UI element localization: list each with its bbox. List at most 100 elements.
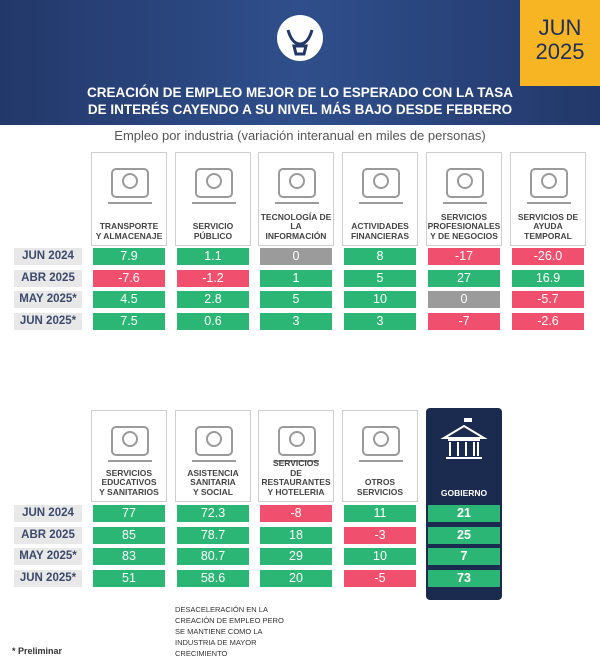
value-cell: 58.6 [177,569,249,587]
row-label: JUN 2024 [14,505,82,522]
title-line: DE INTERÉS CAYENDO A SU NIVEL MÁS BAJO D… [87,102,513,117]
industry-label: SERVICIOS DE RESTAURANTES Y HOTELERIA [259,458,333,497]
value-cell: 77 [93,505,165,522]
icon [275,168,319,204]
badge-month: JUN [538,15,582,40]
label-line: ASISTENCIA [187,467,239,478]
industry-card: ASISTENCIA SANITARIA Y SOCIAL [175,410,251,502]
row-label: MAY 2025* [14,291,82,308]
value-cell: 10 [344,548,416,565]
icon [359,168,403,204]
value-cell: 78.7 [177,526,249,544]
industry-label: ASISTENCIA SANITARIA Y SOCIAL [176,467,250,498]
value-cell: -26.0 [512,248,584,265]
value-cell: 72.3 [177,505,249,522]
label-line: PÚBLICO [193,230,233,241]
icon [192,426,236,462]
label-line: Y SANITARIOS [99,486,159,497]
label-line: AYUDA TEMPORAL [524,221,572,241]
value-cell: 10 [344,291,416,308]
value-cell: -5.7 [512,291,584,308]
icon [527,168,571,204]
value-cell: 4.5 [93,291,165,308]
icon [359,426,403,462]
note-line: SE MANTIENE COMO LA [175,627,263,636]
label-line: FINANCIERAS [350,230,410,241]
icon [443,168,487,204]
value-cell: 0 [428,291,500,308]
value-cell: -7 [428,312,500,330]
value-cell: 18 [260,526,332,544]
industry-card: TRANSPORTE Y ALMACENAJE [91,152,167,246]
header [0,0,600,125]
value-cell: 80.7 [177,548,249,565]
value-cell: -3 [344,526,416,544]
value-cell: -8 [260,505,332,522]
icon [108,426,152,462]
value-cell: 83 [93,548,165,565]
badge-year: 2025 [535,39,585,64]
value-cell: 51 [93,569,165,587]
row-label: MAY 2025* [14,548,82,565]
label-line: Y ALMACENAJE [95,230,163,241]
row-label: JUN 2025* [14,312,82,330]
row-label: ABR 2025 [14,269,82,287]
value-cell: -7.6 [93,269,165,287]
label-line: PROFESIONALES [427,221,501,231]
label-line: GOBIERNO [440,487,488,498]
value-cell: 2.8 [177,291,249,308]
value-cell: -5 [344,569,416,587]
value-cell: 29 [260,548,332,565]
value-cell: 0 [260,248,332,265]
label-line: OTROS [364,477,396,487]
value-cell: 8 [344,248,416,265]
label-line: Y HOTELERIA [267,486,325,497]
value-cell: 21 [428,505,500,522]
note-line: CREACIÓN DE EMPLEO PERO [175,616,284,625]
value-cell: 7.5 [93,312,165,330]
date-badge: JUN 2025 [520,0,600,86]
label-line: EDUCATIVOS [101,477,157,487]
industry-card: SERVICIOS DE RESTAURANTES Y HOTELERIA [258,410,334,502]
value-cell: 7 [428,548,500,565]
icon [108,168,152,204]
value-cell: -1.2 [177,269,249,287]
value-cell: -17 [428,248,500,265]
label-line: SERVICIOS [440,211,488,222]
row-label: ABR 2025 [14,526,82,544]
row-label: JUN 2024 [14,248,82,265]
label-line: LA INFORMACIÓN [265,221,327,241]
value-cell: 25 [428,526,500,544]
label-line: SANITARIA [190,477,236,487]
footnote: * Preliminar [12,646,63,656]
industry-label: OTROS SERVICIOS [343,477,417,497]
label-line: ACTIVIDADES [351,221,409,231]
value-cell: 0.6 [177,312,249,330]
label-line: DE RESTAURANTES [261,467,331,487]
value-cell: 3 [344,312,416,330]
label-line: SERVICIOS DE [517,211,579,222]
value-cell: -2.6 [512,312,584,330]
value-cell: 11 [344,505,416,522]
industry-label: TRANSPORTE Y ALMACENAJE [92,221,166,241]
value-cell: 7.9 [93,248,165,265]
industry-label: SERVICIOS DE AYUDA TEMPORAL [511,211,585,242]
value-cell: 27 [428,269,500,287]
subtitle: Empleo por industria (variación interanu… [114,128,486,143]
industry-label: GOBIERNO [426,487,502,499]
logo [277,15,323,61]
value-cell: 20 [260,569,332,587]
value-cell: 3 [260,312,332,330]
value-cell: 73 [428,569,500,587]
industry-card: SERVICIOS EDUCATIVOS Y SANITARIOS [91,410,167,502]
industry-label: ACTIVIDADES FINANCIERAS [343,221,417,241]
industry-card: TECNOLOGÍA DE LA INFORMACIÓN [258,152,334,246]
title-line: CREACIÓN DE EMPLEO MEJOR DE LO ESPERADO … [86,85,514,100]
value-cell: 85 [93,526,165,544]
icon [275,426,319,462]
industry-label: SERVICIOS PROFESIONALES Y DE NEGOCIOS [427,211,501,242]
icon [192,168,236,204]
industry-label: SERVICIO PÚBLICO [176,221,250,241]
value-cell: 1.1 [177,248,249,265]
note-line: CRECIMIENTO [175,649,228,658]
